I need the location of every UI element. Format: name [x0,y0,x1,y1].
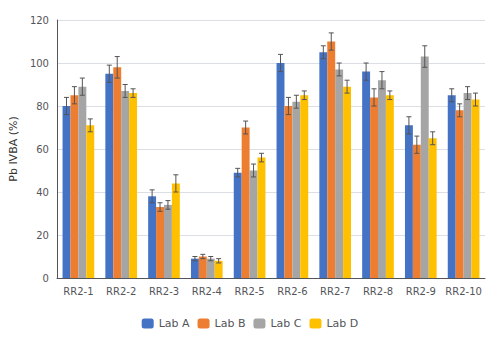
svg-text:40: 40 [36,187,49,198]
svg-text:100: 100 [30,58,49,69]
svg-text:RR2-10: RR2-10 [445,286,482,297]
svg-text:RR2-9: RR2-9 [406,286,436,297]
svg-text:Lab D: Lab D [326,317,358,330]
svg-text:RR2-6: RR2-6 [277,286,307,297]
svg-text:120: 120 [30,15,49,26]
svg-text:20: 20 [36,230,49,241]
svg-text:RR2-7: RR2-7 [320,286,350,297]
svg-text:RR2-1: RR2-1 [63,286,93,297]
svg-text:RR2-8: RR2-8 [363,286,393,297]
svg-text:RR2-2: RR2-2 [106,286,136,297]
svg-text:Lab C: Lab C [270,317,301,330]
svg-text:0: 0 [43,273,49,284]
svg-text:RR2-5: RR2-5 [234,286,264,297]
svg-text:RR2-3: RR2-3 [149,286,179,297]
svg-text:80: 80 [36,101,49,112]
svg-text:Lab B: Lab B [215,317,246,330]
svg-text:RR2-4: RR2-4 [192,286,222,297]
svg-text:60: 60 [36,144,49,155]
svg-text:Lab A: Lab A [159,317,190,330]
svg-text:Pb IVBA (%): Pb IVBA (%) [7,116,20,181]
